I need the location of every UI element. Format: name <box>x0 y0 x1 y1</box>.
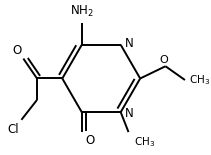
Text: N: N <box>125 37 133 50</box>
Text: CH$_3$: CH$_3$ <box>189 73 210 87</box>
Text: O: O <box>86 134 95 147</box>
Text: O: O <box>12 44 21 57</box>
Text: NH$_2$: NH$_2$ <box>70 4 94 19</box>
Text: N: N <box>125 107 133 120</box>
Text: CH$_3$: CH$_3$ <box>134 135 156 149</box>
Text: O: O <box>159 55 168 65</box>
Text: Cl: Cl <box>8 123 19 136</box>
